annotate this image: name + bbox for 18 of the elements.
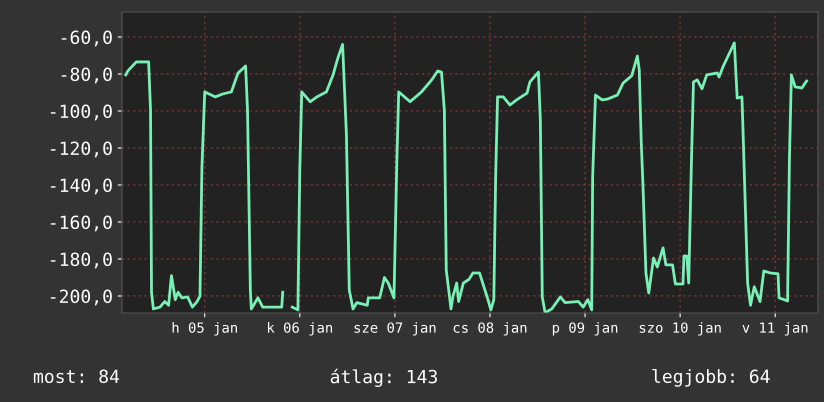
x-tick-label: sze 07 jan [354, 322, 436, 336]
x-tick-label: v 11 jan [742, 322, 808, 336]
text: átlag: 143 [330, 368, 437, 388]
y-tick-label: -60,0 [62, 30, 112, 46]
y-tick-label: -160,0 [50, 215, 112, 232]
y-tick-label: -120,0 [50, 141, 112, 158]
text: most: 84 [34, 370, 120, 384]
y-tick-label: -140,0 [50, 178, 112, 194]
x-tick-label: szo 10 jan [640, 322, 721, 336]
x-tick-label: k 06 jan [268, 322, 332, 336]
y-tick-label: -100,0 [50, 104, 112, 120]
x-tick-label: p 09 jan [552, 322, 618, 336]
x-tick-label: cs 08 jan [454, 322, 526, 336]
text: legjobb: 64 [652, 369, 770, 387]
y-tick-label: -200,0 [50, 289, 112, 306]
y-tick-label: -180,0 [50, 252, 112, 268]
x-tick-label: h 05 jan [172, 322, 237, 336]
y-tick-label: -80,0 [62, 67, 112, 84]
